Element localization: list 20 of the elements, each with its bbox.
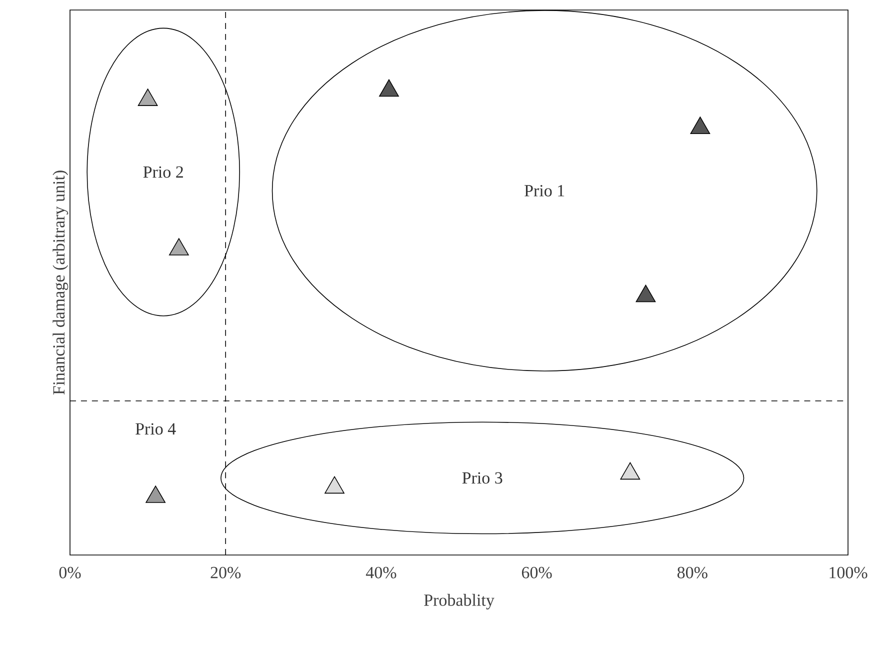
- annotation: Prio 4: [136, 423, 176, 435]
- annotation: Prio 3: [462, 472, 502, 484]
- x-tick-label: 20%: [210, 566, 241, 578]
- annotation: Prio 1: [524, 185, 564, 196]
- point: [324, 476, 344, 494]
- x-tick-label: 100%: [830, 566, 868, 578]
- point: [620, 462, 640, 480]
- point: [138, 88, 158, 106]
- x-axis-title: Probablity: [424, 594, 494, 610]
- point: [168, 238, 189, 256]
- x-tick-label: 0%: [59, 566, 81, 578]
- annotation: Prio 2: [143, 166, 183, 178]
- point: [379, 79, 399, 97]
- point: [690, 116, 710, 134]
- x-tick-label: 40%: [366, 566, 396, 578]
- x-tick-label: 60%: [522, 566, 552, 578]
- point: [146, 486, 166, 503]
- x-tick-label: 80%: [677, 566, 708, 578]
- y-axis-title: Financial damage (arbitrary unit): [52, 170, 68, 395]
- point: [636, 284, 656, 302]
